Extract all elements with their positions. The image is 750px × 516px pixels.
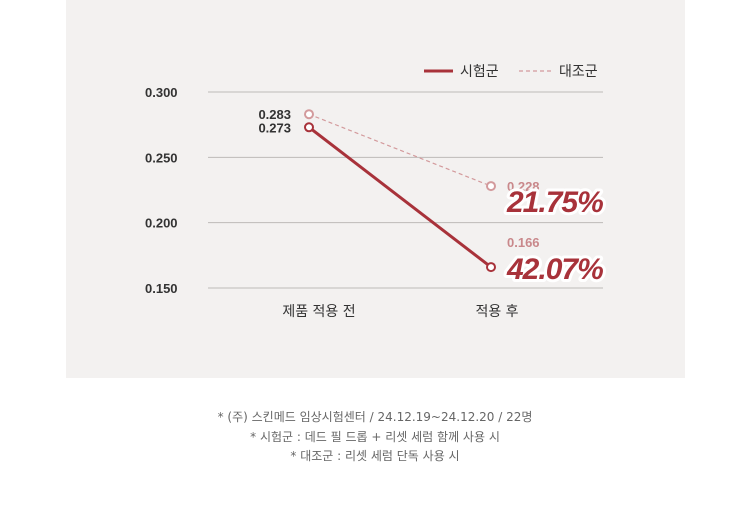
data-point [486,181,496,192]
series-lines [304,109,496,273]
data-label: 0.273 [258,120,291,135]
legend-label-test: 시험군 [460,64,499,80]
annotation-test-reduction: 42.07% [506,253,603,286]
y-tick-label: 0.200 [145,216,178,231]
data-label: 0.228 [507,179,540,194]
y-axis-ticks: 0.300 0.250 0.200 0.150 [145,85,178,296]
data-label: 0.166 [507,235,540,250]
legend-label-control: 대조군 [559,64,598,80]
footnote-control-group: * 대조군 : 리셋 세럼 단독 사용 시 [290,449,460,463]
chart-panel [66,0,685,378]
x-category-label: 제품 적용 전 [282,304,355,320]
annotation-control-reduction: 21.75% [506,186,603,219]
data-point [486,262,496,273]
data-point [304,122,314,133]
footnotes: * (주) 스킨메드 임상시험센터 / 24.12.19~24.12.20 / … [0,408,750,467]
series-line-test [308,126,492,269]
data-label: 0.283 [258,107,291,122]
y-tick-label: 0.250 [145,150,178,165]
x-axis-categories: 제품 적용 전 적용 후 [282,304,518,320]
y-tick-label: 0.150 [145,281,178,296]
series-line-control [308,113,492,187]
legend: 시험군 대조군 [424,64,598,80]
y-tick-label: 0.300 [145,85,178,100]
data-point [304,109,314,120]
x-category-label: 적용 후 [475,304,518,320]
footnote-source: * (주) 스킨메드 임상시험센터 / 24.12.19~24.12.20 / … [217,410,533,424]
grid-lines [208,91,603,289]
footnote-test-group: * 시험군 : 데드 필 드롭 + 리셋 세럼 함께 사용 시 [250,429,500,444]
